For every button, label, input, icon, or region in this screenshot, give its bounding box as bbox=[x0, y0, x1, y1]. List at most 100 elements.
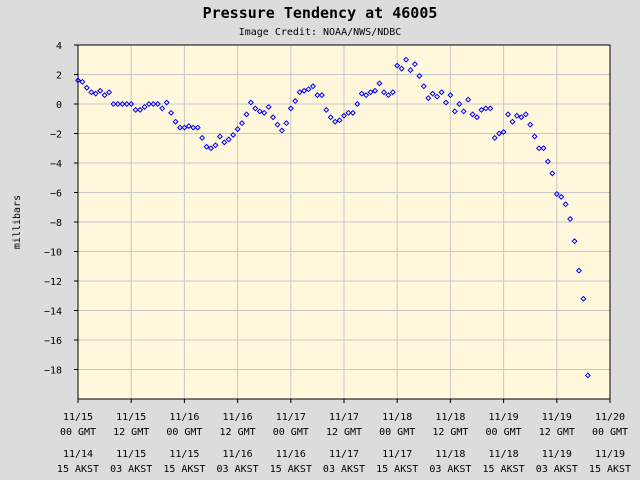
data-point bbox=[301, 87, 308, 94]
x-tick-label-local-time: 03 AKST bbox=[429, 464, 471, 475]
data-point bbox=[261, 109, 268, 116]
data-point bbox=[398, 65, 405, 72]
data-point bbox=[363, 92, 370, 99]
data-point bbox=[252, 105, 259, 112]
data-point bbox=[567, 216, 574, 223]
x-tick-label-local-date: 11/15 bbox=[116, 449, 146, 460]
data-point bbox=[159, 105, 166, 112]
data-point bbox=[79, 78, 86, 85]
data-point bbox=[425, 95, 432, 102]
data-point bbox=[478, 106, 485, 113]
x-tick-label-gmt-date: 11/17 bbox=[276, 412, 306, 423]
y-tick-label: 0 bbox=[56, 100, 62, 111]
x-tick-label-local-time: 03 AKST bbox=[110, 464, 152, 475]
data-point bbox=[181, 124, 188, 131]
data-point bbox=[172, 118, 179, 125]
data-point bbox=[203, 143, 210, 150]
data-point bbox=[571, 238, 578, 245]
data-point bbox=[278, 127, 285, 134]
data-point bbox=[83, 84, 90, 91]
data-point bbox=[207, 145, 215, 152]
data-point bbox=[239, 120, 246, 127]
y-tick-label: −18 bbox=[44, 366, 62, 377]
data-point bbox=[491, 134, 498, 141]
data-point bbox=[513, 112, 520, 119]
x-tick-label-local-date: 11/16 bbox=[276, 449, 306, 460]
data-point bbox=[292, 98, 299, 105]
y-tick-label: −12 bbox=[44, 277, 62, 288]
data-point bbox=[540, 145, 547, 152]
data-point bbox=[558, 193, 565, 200]
x-tick-label-gmt-time: 00 GMT bbox=[273, 427, 309, 438]
data-point bbox=[522, 111, 529, 118]
data-point bbox=[145, 100, 152, 108]
data-point bbox=[128, 100, 135, 108]
data-point bbox=[354, 100, 361, 108]
x-tick-label-local-date: 11/19 bbox=[595, 449, 625, 460]
data-point bbox=[327, 114, 334, 121]
data-point bbox=[482, 105, 489, 112]
data-point bbox=[429, 90, 436, 97]
data-point bbox=[403, 56, 410, 63]
y-tick-label: −8 bbox=[50, 218, 62, 229]
data-point bbox=[234, 126, 241, 133]
data-point bbox=[394, 62, 401, 69]
data-point bbox=[407, 67, 414, 74]
x-tick-label-gmt-date: 11/18 bbox=[435, 412, 465, 423]
x-tick-label-local-time: 15 AKST bbox=[163, 464, 205, 475]
x-tick-label-gmt-time: 00 GMT bbox=[592, 427, 628, 438]
data-point bbox=[247, 99, 254, 106]
x-tick-label-gmt-time: 00 GMT bbox=[60, 427, 96, 438]
data-point bbox=[119, 100, 126, 108]
data-point bbox=[270, 114, 277, 121]
x-tick-label-gmt-time: 12 GMT bbox=[326, 427, 362, 438]
data-point bbox=[225, 136, 232, 143]
data-point bbox=[265, 103, 272, 110]
x-tick-label-local-date: 11/18 bbox=[435, 449, 465, 460]
data-point bbox=[349, 109, 356, 116]
data-point bbox=[451, 108, 458, 115]
data-point bbox=[460, 108, 467, 115]
data-point bbox=[185, 123, 192, 130]
x-tick-label-gmt-date: 11/17 bbox=[329, 412, 359, 423]
x-tick-label-gmt-date: 11/16 bbox=[223, 412, 253, 423]
x-tick-label-gmt-date: 11/19 bbox=[489, 412, 519, 423]
data-point bbox=[221, 139, 228, 146]
data-point bbox=[74, 77, 82, 84]
x-tick-label-local-time: 15 AKST bbox=[589, 464, 631, 475]
x-tick-label-gmt-time: 00 GMT bbox=[486, 427, 522, 438]
data-point bbox=[505, 111, 512, 118]
data-point bbox=[97, 87, 104, 94]
data-point bbox=[106, 89, 113, 96]
data-point bbox=[283, 120, 290, 127]
x-tick-label-gmt-time: 00 GMT bbox=[379, 427, 415, 438]
data-point bbox=[358, 90, 365, 97]
data-point bbox=[88, 89, 95, 96]
data-point bbox=[380, 89, 387, 96]
data-point bbox=[584, 372, 591, 379]
data-point bbox=[243, 111, 250, 118]
x-tick-label-gmt-time: 12 GMT bbox=[113, 427, 149, 438]
data-point bbox=[447, 92, 454, 99]
data-point bbox=[287, 105, 294, 112]
data-point bbox=[137, 106, 144, 113]
data-point bbox=[340, 112, 348, 119]
data-points bbox=[74, 56, 591, 379]
data-point bbox=[141, 103, 148, 110]
data-point bbox=[372, 87, 379, 94]
y-tick-label: −16 bbox=[44, 336, 62, 347]
data-point bbox=[216, 133, 223, 140]
x-tick-label-local-date: 11/15 bbox=[169, 449, 199, 460]
data-point bbox=[274, 121, 281, 128]
data-point bbox=[212, 142, 219, 149]
x-tick-label-local-time: 15 AKST bbox=[57, 464, 99, 475]
data-point bbox=[296, 89, 303, 96]
data-point bbox=[323, 106, 330, 113]
data-point bbox=[101, 92, 108, 99]
x-tick-label-gmt-time: 00 GMT bbox=[166, 427, 202, 438]
data-point bbox=[420, 83, 427, 90]
data-point bbox=[487, 105, 494, 112]
x-tick-label-gmt-date: 11/15 bbox=[63, 412, 93, 423]
x-tick-label-gmt-time: 12 GMT bbox=[220, 427, 256, 438]
